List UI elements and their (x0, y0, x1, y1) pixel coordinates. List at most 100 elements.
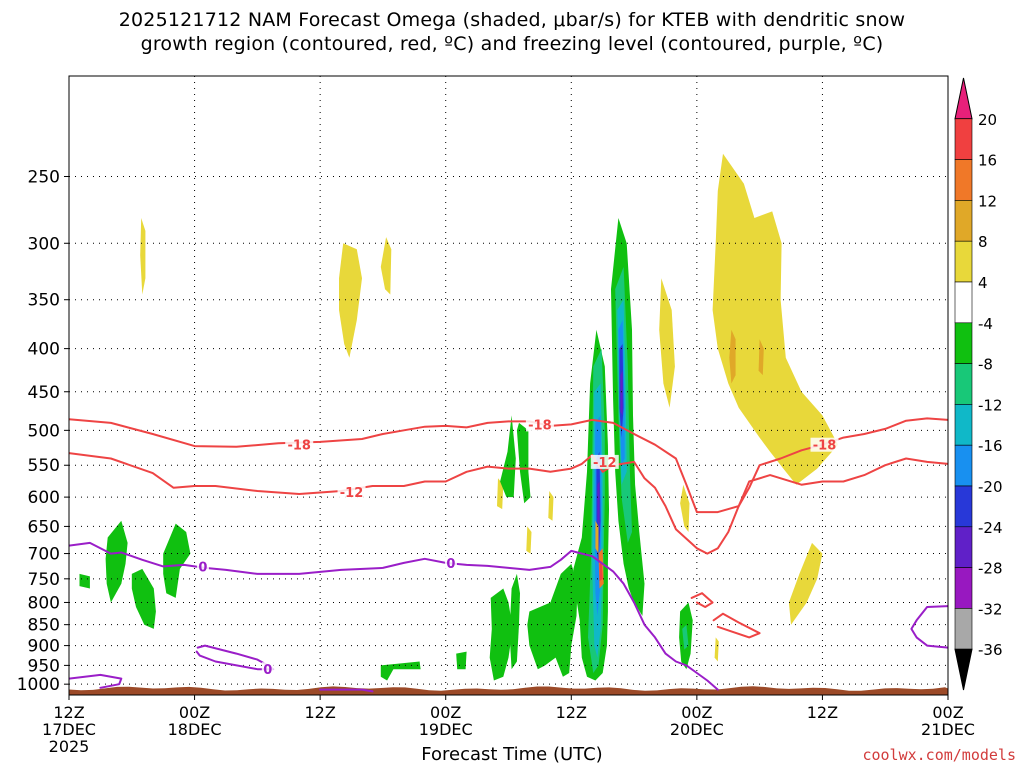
freezing-level-contour-label: 0 (198, 560, 207, 575)
omega-shade-pos_light (380, 237, 392, 295)
y-tick-label: 750 (28, 570, 60, 590)
omega-shade-neg_8 (163, 523, 191, 598)
omega-shade-pos_light (548, 491, 554, 521)
omega-shade-neg_8 (516, 422, 531, 504)
freezing-level-contour-label: 0 (446, 557, 455, 572)
y-tick-label: 950 (28, 656, 60, 676)
colorbar-cap-bottom (954, 648, 973, 691)
terrain-fill (69, 686, 948, 695)
x-axis-label: Forecast Time (UTC) (421, 744, 603, 765)
omega-shade-neg_8 (79, 573, 90, 589)
dgz-label-bg (590, 454, 619, 469)
omega-shade-neg_8 (527, 563, 578, 677)
dgz-contour (69, 452, 948, 555)
freezing-level-label-bg (261, 662, 274, 677)
colorbar-label: 20 (978, 111, 997, 129)
y-tick-label: 800 (28, 593, 60, 613)
freezing-level-label-bg (444, 555, 457, 570)
colorbar-swatch (954, 485, 973, 528)
omega-shade-pos_mid (595, 520, 599, 554)
dgz-contour-label: -18 (287, 439, 311, 454)
omega-shade-pos_light (788, 542, 823, 625)
y-tick-label: 550 (28, 456, 60, 476)
credit-text: coolwx.com/models (862, 746, 1016, 764)
y-tick-label: 600 (28, 488, 60, 508)
omega-shade-pos_light (526, 526, 532, 554)
colorbar-label: -8 (978, 356, 993, 374)
x-tick-label: 00Z (179, 703, 210, 722)
plot-frame (68, 75, 949, 696)
y-tick-label: 350 (28, 291, 60, 311)
omega-shade-pos_light (714, 637, 719, 662)
y-tick-label: 900 (28, 637, 60, 657)
x-tick-label: 12Z (556, 703, 587, 722)
colorbar-swatch (954, 118, 973, 160)
y-tick-label: 300 (28, 234, 60, 254)
colorbar-cap-top (954, 77, 973, 120)
freezing-level-label-bg (196, 559, 209, 574)
colorbar-label: 12 (978, 192, 997, 210)
omega-shade-pos_light (680, 484, 690, 532)
colorbar-label: -16 (978, 437, 1003, 455)
chart-title-line2: growth region (contoured, red, ºC) and f… (140, 33, 884, 55)
y-tick-label: 400 (28, 340, 60, 360)
omega-shade-neg_8 (500, 415, 516, 498)
colorbar-label: -36 (978, 641, 1003, 659)
colorbar-swatch (954, 200, 973, 242)
y-tick-label: 500 (28, 421, 60, 441)
y-tick-label: 250 (28, 168, 60, 188)
x-tick-label: 12Z (807, 703, 838, 722)
colorbar-label: 16 (978, 152, 997, 170)
omega-shade-neg_28 (597, 481, 600, 527)
y-tick-label: 850 (28, 616, 60, 636)
colorbar-swatch (954, 322, 973, 364)
y-tick-label: 450 (28, 383, 60, 403)
dgz-contour-label: -18 (813, 439, 837, 454)
colorbar-label: -24 (978, 519, 1003, 537)
colorbar-label: 4 (978, 274, 988, 292)
freezing-level-contour (69, 673, 123, 689)
dgz-contour-label: -12 (593, 456, 617, 471)
colorbar-label: -20 (978, 478, 1003, 496)
omega-shade-pos_light (140, 218, 146, 295)
omega-shade-pos_light (339, 243, 362, 358)
x-tick-label: 20DEC (670, 720, 724, 739)
dgz-contour (690, 592, 714, 608)
omega-shade-neg_8 (509, 573, 520, 670)
freezing-level-contour-label: 0 (263, 663, 272, 678)
dgz-contour-label: -12 (340, 486, 364, 501)
x-tick-label: 12Z (304, 703, 335, 722)
omega-shade-neg_12 (682, 624, 689, 650)
omega-shade-pos_mid (729, 329, 736, 384)
x-tick-label: 17DEC (42, 720, 96, 739)
chart-title-line1: 2025121712 NAM Forecast Omega (shaded, μ… (118, 9, 906, 31)
x-tick-label: 00Z (681, 703, 712, 722)
omega-shade-neg_28 (620, 370, 623, 416)
dgz-contour (712, 612, 761, 639)
omega-shade-neg_8 (105, 520, 128, 603)
x-tick-label: 19DEC (419, 720, 473, 739)
x-tick-label: 00Z (430, 703, 461, 722)
colorbar-swatch (954, 444, 973, 487)
x-tick-label: 2025 (49, 737, 90, 756)
colorbar-label: 8 (978, 233, 988, 251)
dgz-label-bg (285, 437, 314, 452)
dgz-label-bg (337, 485, 366, 500)
omega-shade-pos_max (599, 561, 603, 582)
colorbar-swatch (954, 567, 973, 609)
dgz-label-bg (525, 417, 554, 432)
omega-shade-pos_light (497, 478, 504, 510)
x-tick-label: 00Z (932, 703, 963, 722)
freezing-level-contour (910, 605, 948, 649)
dgz-contour-label: -18 (528, 418, 552, 433)
colorbar-swatch (954, 281, 973, 324)
colorbar-label: -12 (978, 396, 1003, 414)
omega-shade-neg_8 (456, 651, 467, 670)
omega-shade-pos_light (712, 153, 839, 485)
colorbar-swatch (954, 608, 973, 650)
omega-shade-neg_8 (380, 661, 421, 681)
omega-shade-neg_8 (131, 568, 156, 629)
colorbar-label: -4 (978, 315, 993, 333)
colorbar-swatch (954, 240, 973, 283)
